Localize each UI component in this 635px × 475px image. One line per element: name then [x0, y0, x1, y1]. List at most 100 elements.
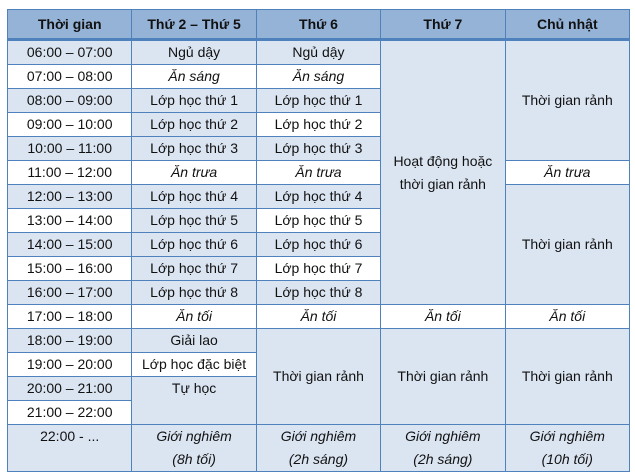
header-fri: Thứ 6: [255, 9, 382, 41]
schedule-cell: Lớp học thứ 2: [131, 112, 257, 137]
cell-text: Ngủ dậy: [168, 44, 221, 60]
schedule-cell: Thời gian rảnh: [504, 184, 631, 305]
cell-text: Lớp học thứ 6: [150, 236, 238, 252]
schedule-cell: Lớp học thứ 2: [255, 112, 382, 137]
table-row: 19:00 – 20:00 Lớp học đặc biệt: [6, 352, 630, 377]
cell-text: Ăn trưa: [170, 164, 218, 180]
cell-text: Lớp học thứ 5: [150, 212, 238, 228]
time-slot: 12:00 – 13:00: [6, 184, 133, 209]
schedule-cell: Ăn sáng: [255, 64, 382, 89]
schedule-cell: Giới nghiêm (2h sáng): [380, 424, 506, 472]
cell-text: Tự học: [171, 380, 217, 396]
cell-text-line2: (2h sáng): [288, 451, 349, 467]
time-slot: 17:00 – 18:00: [6, 304, 133, 329]
schedule-cell: Thời gian rảnh: [504, 39, 631, 161]
time-slot: 18:00 – 19:00: [6, 328, 133, 353]
schedule-cell: Lớp học thứ 8: [255, 280, 382, 305]
cell-text-line2: (8h tối): [172, 451, 216, 467]
table-row: 09:00 – 10:00 Lớp học thứ 2 Lớp học thứ 2: [6, 112, 630, 137]
schedule-cell: Lớp học thứ 7: [131, 256, 257, 281]
cell-text: Thời gian rảnh: [521, 92, 613, 108]
schedule-cell: Thời gian rảnh: [380, 328, 506, 425]
time-slot: 21:00 – 22:00: [6, 400, 133, 425]
table-row: 07:00 – 08:00 Ăn sáng Ăn sáng: [6, 64, 630, 89]
schedule-cell: Lớp học thứ 3: [131, 136, 257, 161]
schedule-cell: Ăn tối: [131, 304, 257, 329]
cell-text: Ngủ dậy: [292, 44, 345, 60]
schedule-cell: Lớp học thứ 1: [255, 88, 382, 113]
schedule-cell: Lớp học thứ 8: [131, 280, 257, 305]
table-row: 20:00 – 21:00 Tự học: [6, 376, 630, 425]
schedule-cell: Lớp học thứ 5: [255, 208, 382, 233]
schedule-cell: Lớp học thứ 1: [131, 88, 257, 113]
schedule-cell: Ngủ dậy: [131, 39, 257, 65]
header-row: Thời gian Thứ 2 – Thứ 5 Thứ 6 Thứ 7 Chủ …: [6, 9, 631, 41]
header-sat: Thứ 7: [380, 9, 506, 41]
cell-text: Lớp học đặc biệt: [142, 356, 247, 372]
schedule-cell: Ngủ dậy: [255, 39, 382, 65]
cell-text: Ăn tối: [549, 308, 586, 324]
time-slot: 15:00 – 16:00: [6, 256, 133, 281]
cell-text: Ăn sáng: [168, 68, 220, 84]
cell-text: Lớp học thứ 5: [274, 212, 363, 228]
time-slot: 10:00 – 11:00: [6, 136, 133, 161]
time-slot: 11:00 – 12:00: [6, 160, 133, 185]
schedule-cell: Lớp học thứ 4: [131, 184, 257, 209]
schedule-cell: Ăn tối: [255, 304, 382, 329]
cell-text: Lớp học thứ 3: [274, 140, 363, 156]
cell-text: Thời gian rảnh: [273, 368, 364, 384]
cell-text: Lớp học thứ 2: [150, 116, 238, 132]
cell-text: Ăn sáng: [292, 68, 345, 84]
table-row: 08:00 – 09:00 Lớp học thứ 1 Lớp học thứ 1: [6, 88, 630, 113]
table-row: 15:00 – 16:00 Lớp học thứ 7 Lớp học thứ 7: [6, 256, 630, 281]
cell-text: Thời gian rảnh: [397, 368, 489, 384]
schedule-cell: Ăn tối: [380, 304, 506, 329]
time-slot: 22:00 - ...: [6, 424, 133, 472]
table-row: 06:00 – 07:00 Ngủ dậy Ngủ dậy Hoạt động hoặ…: [6, 39, 631, 305]
schedule-cell: Lớp học đặc biệt: [131, 352, 257, 377]
header-time: Thời gian: [6, 9, 133, 41]
cell-text: Ăn trưa: [544, 164, 591, 180]
cell-text: Lớp học thứ 3: [150, 140, 238, 156]
schedule-cell: Lớp học thứ 7: [255, 256, 382, 281]
header-sun: Chủ nhật: [504, 9, 631, 41]
cell-text: Giới nghiêm: [405, 428, 481, 444]
cell-text: Hoạt động hoặc: [393, 152, 493, 169]
header-mon-thu: Thứ 2 – Thứ 5: [131, 9, 257, 41]
schedule-cell: Ăn tối: [504, 304, 631, 329]
cell-text-line2: (2h sáng): [413, 451, 473, 467]
cell-text: Giải lao: [170, 332, 218, 348]
time-slot: 13:00 – 14:00: [6, 208, 133, 233]
schedule-cell: Lớp học thứ 6: [255, 232, 382, 257]
time-slot: 19:00 – 20:00: [6, 352, 133, 377]
cell-text-line2: thời gian rảnh: [399, 175, 486, 192]
table-row: 22:00 - ... Giới nghiêm (8h tối) Giới nghiê…: [6, 424, 631, 472]
cell-text: Lớp học thứ 4: [150, 188, 238, 204]
schedule-cell: Giải lao: [131, 328, 257, 353]
cell-text: Giới nghiêm: [529, 428, 605, 444]
cell-text: Thời gian rảnh: [521, 236, 613, 252]
cell-text: Thời gian rảnh: [521, 368, 613, 384]
cell-text: Giới nghiêm: [156, 428, 232, 444]
cell-text: Ăn trưa: [295, 164, 342, 180]
cell-text-line2: (10h tối): [541, 451, 593, 467]
cell-text: Lớp học thứ 7: [150, 260, 238, 276]
cell-text: Ăn tối: [176, 308, 212, 324]
schedule-cell: Tự học: [131, 376, 257, 425]
time-slot: 09:00 – 10:00: [6, 112, 133, 137]
table-row: 17:00 – 18:00 Ăn tối Ăn tối Ăn tối Ăn tối: [6, 304, 631, 329]
time-slot: 07:00 – 08:00: [6, 64, 133, 89]
schedule-cell: Ăn trưa: [504, 160, 631, 185]
schedule-cell: Thời gian rảnh: [504, 328, 631, 425]
time-slot: 16:00 – 17:00: [6, 280, 133, 305]
cell-text: Lớp học thứ 1: [274, 92, 363, 108]
cell-text: Lớp học thứ 7: [274, 260, 363, 276]
cell-text: Giới nghiêm: [280, 428, 357, 444]
schedule-cell: Lớp học thứ 5: [131, 208, 257, 233]
schedule-cell: Lớp học thứ 4: [255, 184, 382, 209]
schedule-cell: Ăn sáng: [131, 64, 257, 89]
schedule-cell: Ăn trưa: [255, 160, 382, 185]
table-row: 13:00 – 14:00 Lớp học thứ 5 Lớp học thứ 5: [6, 208, 630, 233]
schedule-cell: Giới nghiêm (10h tối): [504, 424, 631, 472]
time-slot: 08:00 – 09:00: [6, 88, 133, 113]
